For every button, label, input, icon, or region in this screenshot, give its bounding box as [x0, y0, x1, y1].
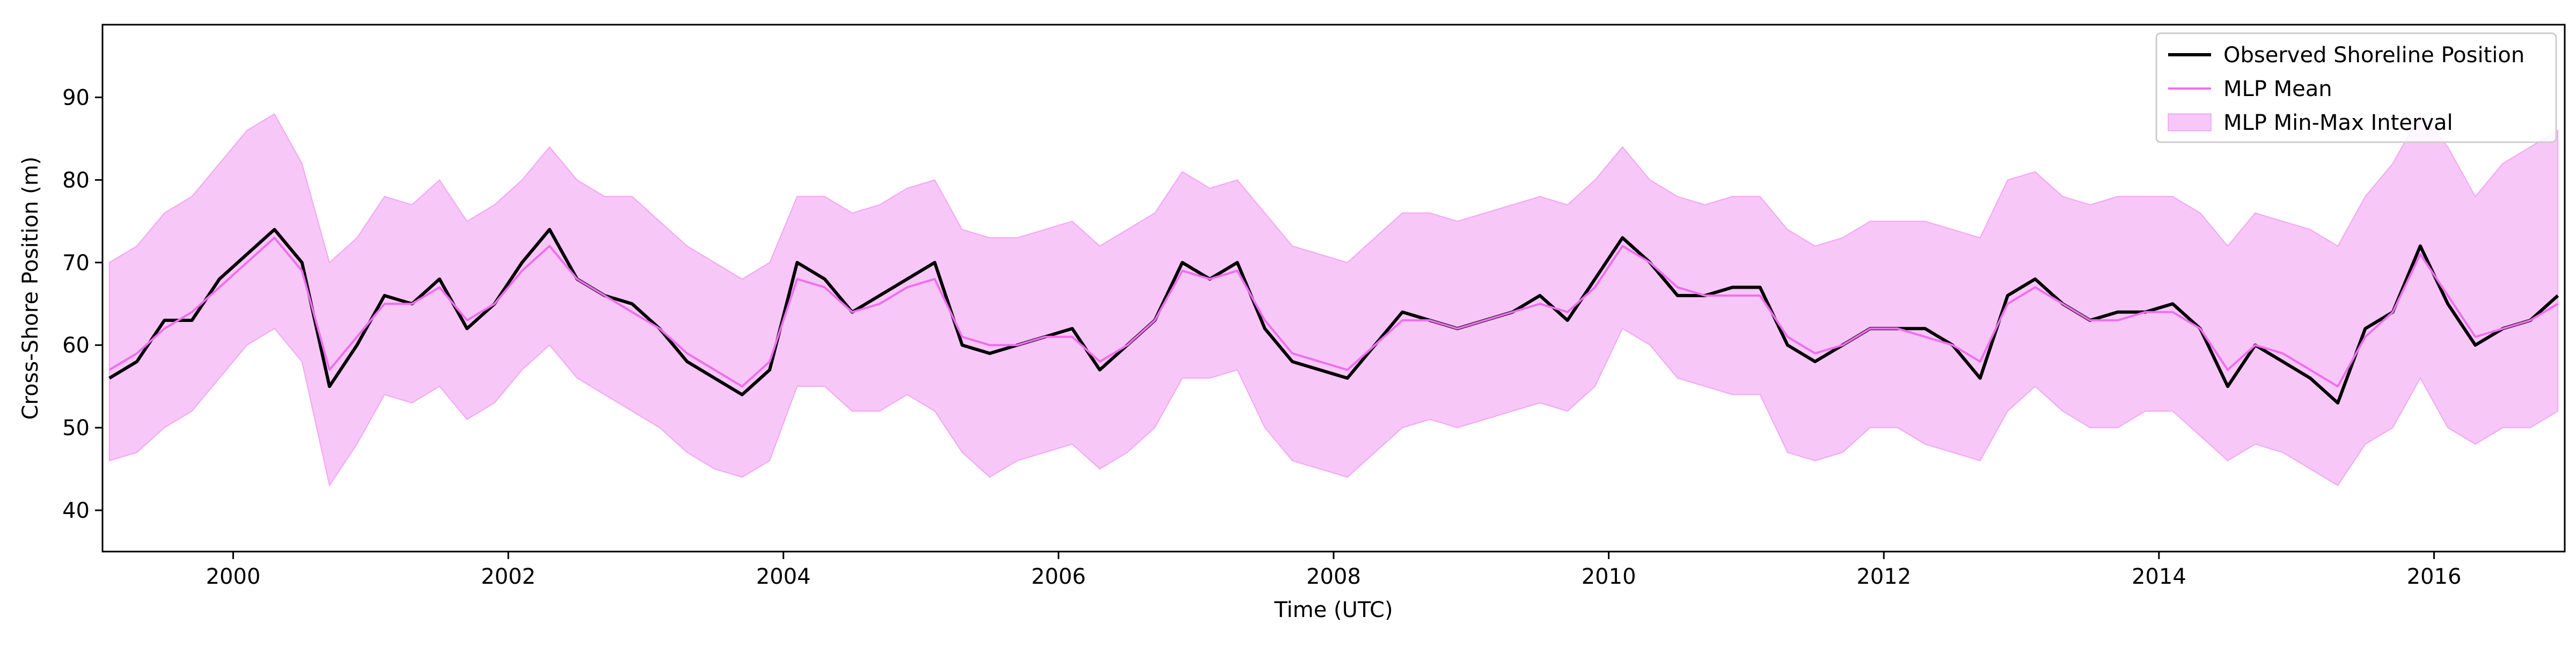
x-tick-label: 2006 [1031, 564, 1086, 589]
x-axis-label: Time (UTC) [1274, 598, 1393, 622]
interval-band [108, 113, 2559, 487]
x-tick-label: 2002 [481, 564, 536, 589]
y-tick-label: 50 [62, 416, 90, 441]
y-tick-label: 90 [62, 85, 90, 110]
legend-label: Observed Shoreline Position [2223, 43, 2524, 68]
y-tick-label: 40 [62, 498, 90, 523]
legend-swatch [2168, 113, 2212, 131]
x-tick-label: 2000 [206, 564, 261, 589]
series-line [108, 227, 2559, 405]
legend-box [2155, 32, 2557, 143]
x-tick-label: 2016 [2407, 564, 2462, 589]
plot-frame [101, 24, 2566, 553]
x-tick-label: 2014 [2132, 564, 2186, 589]
legend: Observed Shoreline Position MLP Mean MLP M… [2155, 32, 2557, 143]
legend-label: MLP Min-Max Interval [2223, 111, 2453, 135]
x-tick-label: 2012 [1856, 564, 1911, 589]
y-tick-label: 60 [62, 333, 90, 358]
y-tick-label: 80 [62, 168, 90, 193]
y-tick-label: 70 [62, 251, 90, 275]
series-line [108, 237, 2559, 388]
x-tick-label: 2008 [1306, 564, 1361, 589]
y-axis-label: Cross-Shore Position (m) [18, 157, 43, 420]
x-tick-label: 2010 [1582, 564, 1636, 589]
x-tick-label: 2004 [756, 564, 811, 589]
legend-label: MLP Mean [2223, 77, 2332, 101]
